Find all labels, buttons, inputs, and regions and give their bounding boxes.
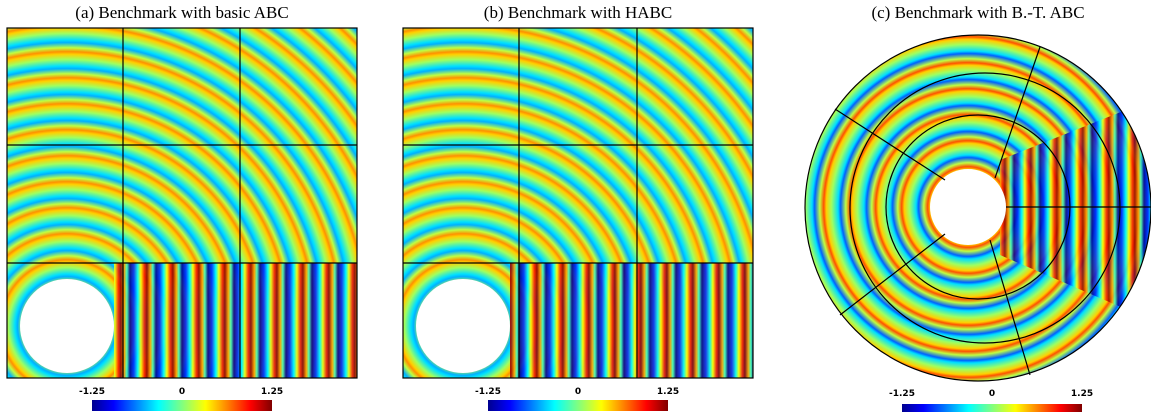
wave-field [1000, 100, 1151, 320]
colorbar-tick: 0 [575, 387, 581, 397]
colorbar-tick: -1.25 [475, 387, 501, 397]
colorbar-tick: -1.25 [79, 387, 105, 397]
colorbar [488, 400, 668, 411]
colorbar-tick: 0 [989, 389, 995, 399]
obstacle [20, 279, 114, 373]
wave-field [510, 263, 753, 378]
wave-field [114, 263, 357, 378]
colorbar [902, 404, 1082, 412]
caption: (c) Benchmark with B.-T. ABC [871, 3, 1084, 22]
colorbar-tick: 1.25 [657, 387, 679, 397]
colorbar-tick: 1.25 [261, 387, 283, 397]
obstacle [416, 279, 510, 373]
mesh-lines [6, 27, 358, 379]
mesh-lines [804, 34, 1151, 382]
mesh-lines [402, 27, 754, 379]
colorbar-tick: -1.25 [889, 389, 915, 399]
colorbar-tick: 1.25 [1071, 389, 1093, 399]
colorbar-tick: 0 [179, 387, 185, 397]
obstacle [930, 169, 1006, 245]
colorbar [92, 400, 272, 411]
caption: (a) Benchmark with basic ABC [75, 3, 288, 22]
caption: (b) Benchmark with HABC [484, 3, 672, 22]
